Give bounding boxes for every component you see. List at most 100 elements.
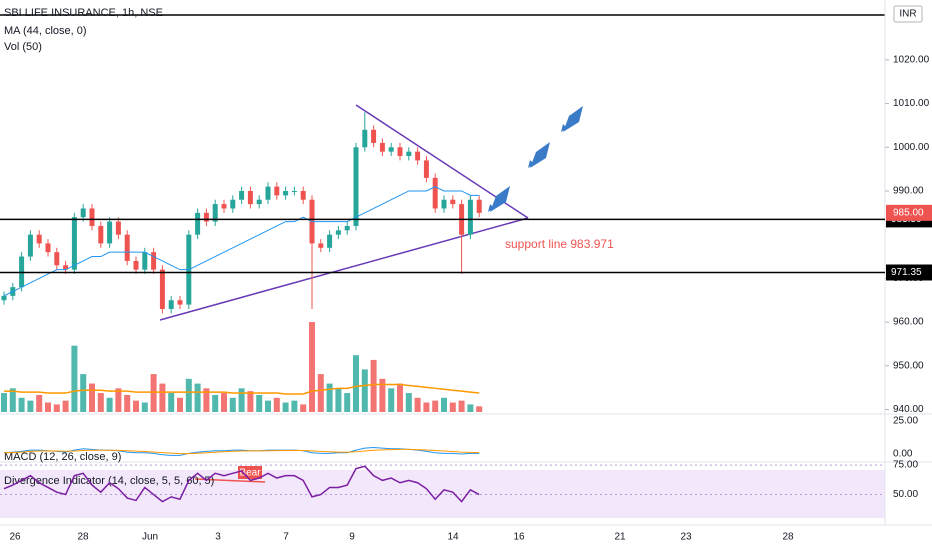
y-tick-label: 1010.00 [893,98,930,109]
candle-body [388,147,394,152]
volume-bar [62,400,69,412]
candle-body [27,234,33,257]
annotation: support line 983.971 [505,237,614,251]
x-tick-label: Jun [142,532,158,543]
volume-bar [229,397,236,412]
candle-body [80,208,86,218]
candle-body [247,190,253,205]
candle-body [36,234,42,244]
volume-ma [4,383,480,395]
bear-tag: Bear [239,468,261,479]
candle-body [283,190,289,196]
candle-body [318,243,324,248]
volume-bar [185,378,192,412]
volume-bar [124,394,131,412]
candle-body [441,199,447,209]
candle-body [353,147,359,226]
volume-bar [370,359,377,412]
level-label: 971.35 [891,267,922,278]
candle-body [54,252,60,266]
x-tick-label: 26 [9,532,21,543]
volume-bar [115,388,122,412]
volume-bar [194,383,201,412]
candle-body [362,129,368,148]
signal-line [3,448,480,455]
candle-body [89,208,95,226]
divergence-line [3,465,480,503]
volume-bar [423,402,430,412]
divergence-tick-label: 75.00 [893,460,918,471]
divergence-band [0,470,885,518]
candle-body [450,199,456,205]
volume-bar [177,397,183,412]
volume-bar [432,400,439,412]
candle-body [256,199,262,205]
x-tick-label: 3 [215,532,221,543]
divergence-tick-label: 50.00 [893,489,918,500]
volume-bar [141,402,148,412]
volume-bar [405,393,412,412]
y-tick-label: 950.00 [893,360,924,371]
y-tick-label: 960.00 [893,317,924,328]
indicator-label: Vol (50) [4,41,42,53]
bear-tag-box [238,466,262,479]
rocket-icons [488,106,583,212]
volume-bar [388,388,395,412]
volume-bar [361,369,368,412]
macd-tick-label: 25.00 [893,416,918,427]
support-trendline [159,217,529,321]
candle-body [476,199,482,213]
y-tick-label: 1000.00 [893,142,930,153]
candle-body [151,252,157,270]
candle-body [212,204,218,222]
chart-title: SBI LIFE INSURANCE, 1h, NSE [4,7,163,19]
volume-bar [45,402,51,412]
candle-body [371,129,377,143]
indicator-label: MA (44, close, 0) [4,25,87,37]
volume-bar [476,406,483,412]
rocket [528,142,550,168]
currency-badge[interactable] [893,5,923,23]
volume-bar [80,374,87,412]
candle-body [71,217,77,270]
rocket [488,186,510,212]
macd-tick-label: 0.00 [893,449,913,460]
divergence-label: Divergence Indicator (14, close, 5, 5, 6… [4,475,214,487]
candle-body [230,199,236,209]
volume-bar [414,397,421,412]
x-tick-label: 7 [283,532,289,543]
rocket [561,106,583,132]
volume-bar [300,404,307,412]
volume-bar [133,400,139,412]
volume-bar [36,394,43,412]
currency[interactable]: INR [899,9,916,20]
candle-body [291,190,297,192]
x-tick-label: 28 [77,532,89,543]
volume-bar [397,383,403,412]
candle-body [177,300,183,305]
volume-bar [53,404,60,412]
volume-bar [1,393,7,412]
x-tick-label: 9 [349,532,355,543]
candle-body [327,234,333,248]
volume-bar [449,402,456,412]
volume-bar [221,393,227,412]
candle-body [107,221,113,244]
candle-body [432,177,438,209]
y-tick-label: 1020.00 [893,55,930,66]
volume-bar [458,400,465,412]
macd-label: MACD (12, 26, close, 9) [4,451,121,463]
volume-bar [441,397,447,412]
candle-body [124,234,130,261]
level-label-box [886,264,932,281]
volume-bar [353,355,359,412]
volume-bar [467,404,474,412]
volume-bar [238,388,245,412]
candle-body [221,204,227,209]
volume-bar [326,383,333,412]
x-tick-label: 16 [513,532,525,543]
volume-bar [247,391,254,412]
volume-bar [379,378,386,412]
